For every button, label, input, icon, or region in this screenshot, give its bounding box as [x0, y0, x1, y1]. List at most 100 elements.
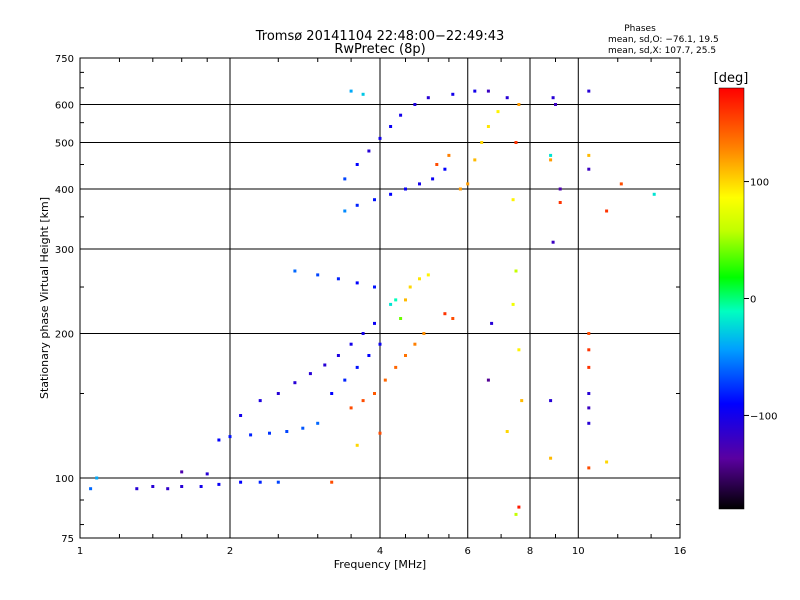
colorbar-tick-label: 0	[750, 295, 756, 306]
y-axis-label: Stationary phase Virtual Height [km]	[38, 197, 51, 399]
data-point	[466, 182, 470, 186]
data-point	[413, 103, 417, 106]
data-point	[443, 312, 447, 316]
x-tick-label: 4	[377, 546, 383, 557]
x-tick-label: 16	[674, 546, 687, 557]
data-point	[361, 332, 365, 335]
data-point	[343, 177, 347, 181]
data-point	[404, 298, 407, 302]
data-point	[505, 96, 509, 100]
data-point	[511, 198, 515, 202]
data-point	[89, 487, 93, 491]
data-point	[180, 470, 184, 474]
x-tick-label: 8	[527, 546, 533, 557]
data-point	[426, 273, 430, 277]
data-point	[435, 163, 439, 166]
data-point	[413, 342, 417, 346]
data-point	[355, 163, 359, 166]
data-point	[373, 321, 376, 325]
chart-title: Tromsø 20141104 22:48:00−22:49:43	[255, 29, 505, 44]
data-point	[426, 96, 430, 100]
data-point	[383, 378, 387, 382]
data-point	[551, 240, 555, 244]
data-point	[378, 342, 382, 346]
data-point	[418, 182, 421, 186]
data-point	[652, 192, 656, 196]
x-axis-label: Frequency [MHz]	[334, 558, 426, 571]
data-point	[549, 153, 553, 157]
chart-subtitle: RwPretec (8p)	[334, 42, 425, 57]
data-point	[343, 378, 347, 382]
colorbar	[718, 87, 745, 510]
data-point	[451, 317, 455, 320]
data-point	[587, 348, 591, 352]
data-point	[308, 372, 312, 376]
data-point	[373, 198, 376, 202]
data-point	[399, 113, 403, 117]
data-point	[285, 430, 289, 433]
data-point	[258, 480, 262, 484]
data-point	[389, 302, 393, 306]
colorbar-label: [deg]	[714, 71, 749, 86]
data-point	[549, 456, 553, 460]
y-tick-label: 400	[55, 185, 74, 196]
y-tick-label: 200	[55, 330, 74, 341]
data-point	[486, 89, 490, 93]
data-point	[355, 203, 359, 207]
data-point	[343, 209, 347, 213]
data-point	[293, 269, 297, 273]
data-point	[587, 153, 591, 157]
data-point	[605, 460, 609, 464]
data-point	[514, 141, 518, 144]
data-point	[496, 110, 500, 114]
data-point	[349, 406, 353, 410]
data-point	[217, 482, 221, 486]
data-point	[180, 485, 184, 488]
data-point	[451, 92, 455, 96]
data-point	[587, 365, 591, 369]
y-tick-label: 100	[55, 474, 74, 485]
data-point	[301, 426, 305, 430]
data-point	[587, 406, 591, 410]
data-point	[399, 317, 403, 320]
data-point	[293, 381, 297, 385]
data-point	[323, 363, 327, 367]
y-tick-label: 75	[61, 534, 74, 545]
tick-labels: 1 2 4 6 8 10 16 75 100 200 300 400 500 600 750	[55, 54, 686, 557]
data-point	[151, 485, 155, 488]
data-point	[373, 392, 376, 395]
data-point	[418, 277, 421, 281]
data-point	[517, 505, 521, 509]
data-point	[135, 487, 139, 491]
data-point	[587, 421, 591, 425]
data-point	[486, 125, 490, 128]
data-point	[361, 399, 365, 403]
data-point	[514, 269, 518, 273]
data-point	[378, 431, 382, 435]
data-point	[404, 354, 407, 357]
data-point	[349, 342, 353, 346]
data-point	[394, 365, 398, 369]
data-point	[355, 281, 359, 285]
data-point	[349, 89, 353, 93]
data-point	[505, 430, 509, 433]
data-point	[443, 167, 447, 171]
data-point	[520, 399, 524, 403]
data-point	[239, 480, 243, 484]
data-point	[554, 103, 557, 106]
data-point	[389, 125, 393, 128]
y-tick-label: 300	[55, 245, 74, 256]
data-point	[276, 480, 280, 484]
y-tick-label: 500	[55, 139, 74, 150]
data-point	[517, 103, 521, 106]
data-point	[551, 96, 555, 100]
phases-mean-o: mean, sd,O: −76.1, 19.5	[608, 35, 719, 45]
data-point	[228, 435, 232, 439]
data-point	[480, 141, 484, 144]
data-point	[511, 302, 515, 306]
data-point	[549, 399, 553, 403]
data-point	[587, 466, 591, 470]
data-point	[95, 476, 99, 480]
data-point	[316, 273, 320, 277]
data-point	[249, 433, 253, 437]
